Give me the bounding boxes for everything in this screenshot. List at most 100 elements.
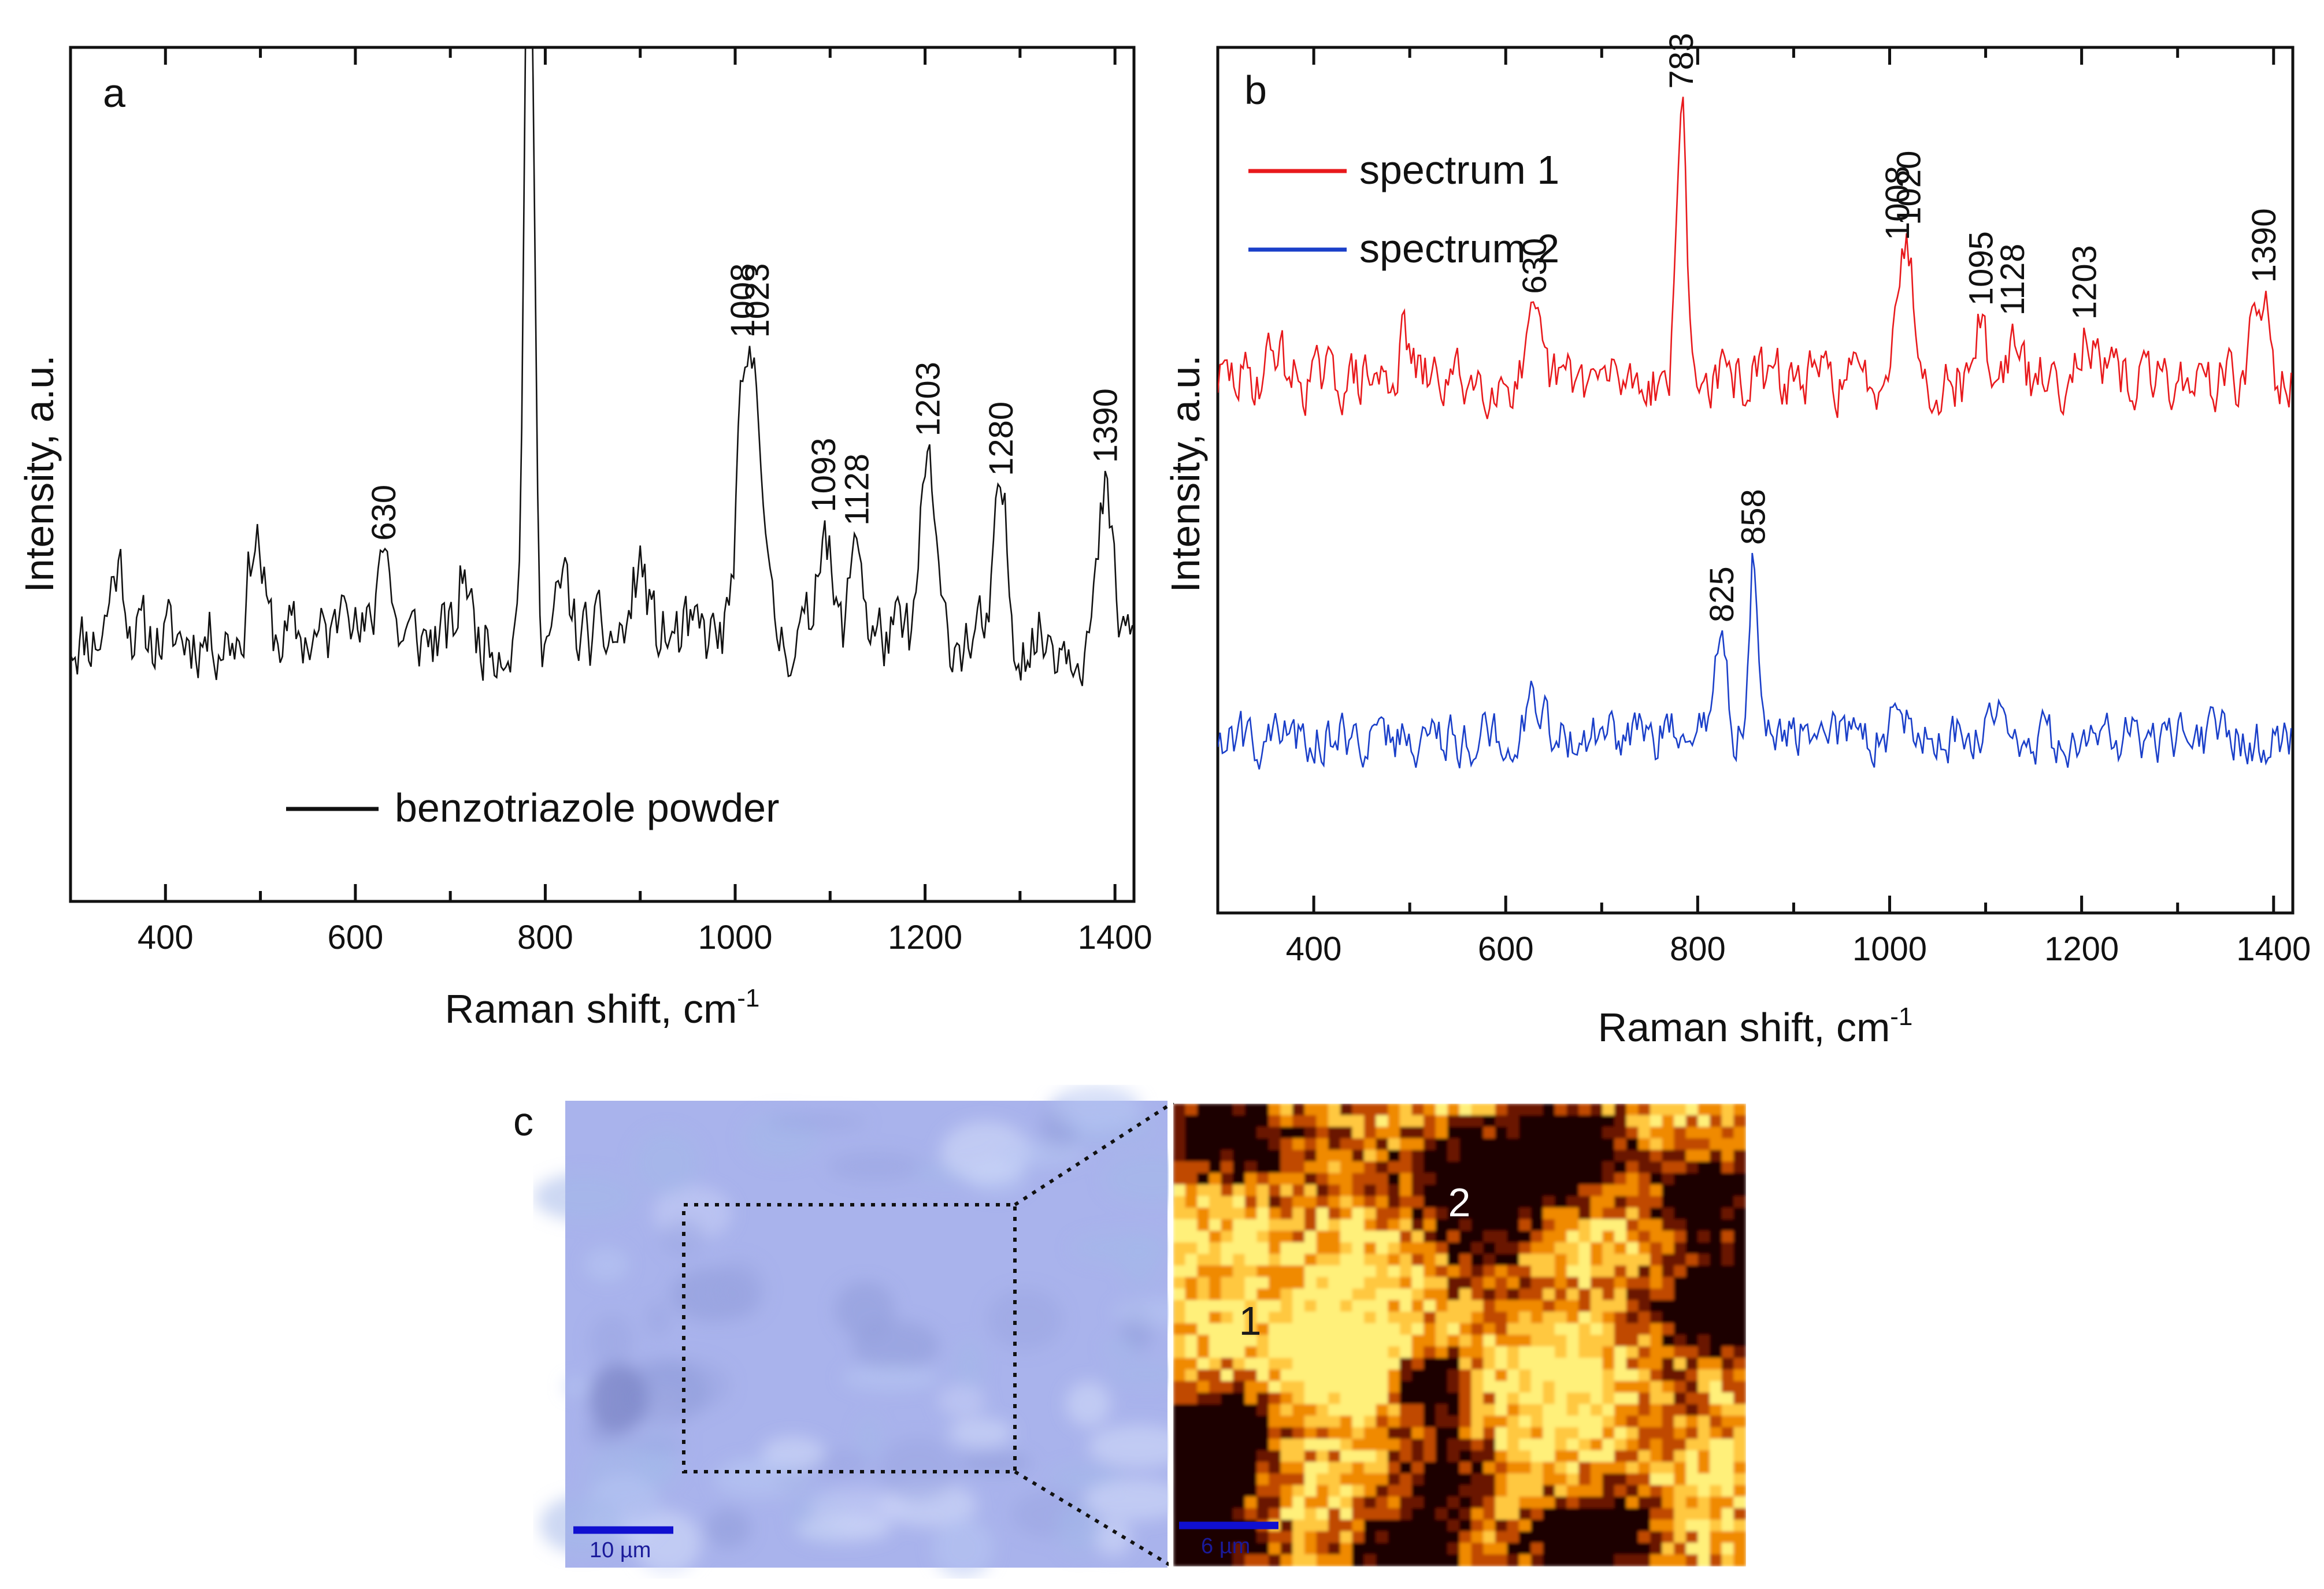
map-pixel bbox=[1471, 1312, 1484, 1324]
map-pixel bbox=[1292, 1473, 1305, 1486]
map-pixel bbox=[1364, 1161, 1377, 1174]
map-pixel bbox=[1578, 1520, 1591, 1532]
map-pixel bbox=[1555, 1497, 1567, 1509]
map-pixel bbox=[1495, 1265, 1508, 1278]
map-pixel bbox=[1685, 1508, 1699, 1520]
map-pixel bbox=[1614, 1150, 1627, 1162]
map-pixel bbox=[1173, 1115, 1186, 1127]
map-pixel bbox=[1304, 1104, 1317, 1116]
map-pixel bbox=[1269, 1404, 1281, 1416]
map-pixel bbox=[1650, 1531, 1663, 1543]
map-pixel bbox=[1197, 1369, 1210, 1382]
map-pixel bbox=[1471, 1485, 1484, 1497]
map-pixel bbox=[1316, 1508, 1329, 1520]
map-pixel bbox=[1697, 1231, 1711, 1243]
map-pixel bbox=[1519, 1416, 1532, 1428]
peak-label: 858 bbox=[1735, 489, 1773, 545]
map-pixel bbox=[1411, 1323, 1425, 1335]
map-pixel bbox=[1662, 1404, 1675, 1416]
map-pixel bbox=[1471, 1161, 1484, 1174]
map-pixel bbox=[1507, 1312, 1520, 1324]
map-pixel bbox=[1221, 1138, 1234, 1150]
map-pixel bbox=[1566, 1323, 1580, 1335]
panel-a-x-ticks bbox=[69, 47, 1117, 901]
map-pixel bbox=[1292, 1497, 1305, 1509]
map-pixel bbox=[1399, 1346, 1413, 1358]
map-pixel bbox=[1316, 1300, 1329, 1312]
map-pixel bbox=[1399, 1427, 1413, 1439]
map-pixel bbox=[1447, 1208, 1460, 1220]
map-pixel bbox=[1197, 1554, 1210, 1566]
map-pixel bbox=[1495, 1323, 1508, 1335]
map-pixel bbox=[1411, 1254, 1425, 1266]
map-pixel bbox=[1447, 1531, 1460, 1543]
map-pixel bbox=[1638, 1208, 1651, 1220]
map-pixel bbox=[1650, 1104, 1663, 1116]
map-pixel bbox=[1388, 1520, 1400, 1532]
map-pixel bbox=[1555, 1427, 1567, 1439]
map-pixel bbox=[1269, 1242, 1281, 1254]
raman-map: 2 1 6 µm bbox=[1169, 1101, 1746, 1568]
x-tick-label: 1000 bbox=[698, 919, 772, 956]
map-pixel bbox=[1328, 1485, 1341, 1497]
map-pixel bbox=[1471, 1254, 1484, 1266]
map-pixel bbox=[1697, 1439, 1711, 1451]
map-pixel bbox=[1197, 1242, 1210, 1254]
map-pixel bbox=[1256, 1173, 1269, 1185]
map-pixel bbox=[1244, 1485, 1258, 1497]
map-pixel bbox=[1244, 1531, 1258, 1543]
map-pixel bbox=[1578, 1323, 1591, 1335]
map-pixel bbox=[1614, 1173, 1627, 1185]
map-pixel bbox=[1304, 1115, 1317, 1127]
map-pixel bbox=[1626, 1381, 1639, 1393]
map-pixel bbox=[1543, 1497, 1555, 1509]
map-pixel bbox=[1424, 1104, 1436, 1116]
map-pixel bbox=[1376, 1104, 1389, 1116]
map-pixel bbox=[1221, 1219, 1234, 1231]
map-pixel bbox=[1685, 1265, 1699, 1278]
map-pixel bbox=[1376, 1369, 1389, 1382]
map-pixel bbox=[1173, 1219, 1186, 1231]
map-pixel bbox=[1352, 1196, 1365, 1208]
map-pixel bbox=[1638, 1369, 1651, 1382]
map-pixel bbox=[1650, 1138, 1663, 1150]
map-pixel bbox=[1721, 1150, 1734, 1162]
map-pixel bbox=[1530, 1265, 1544, 1278]
map-pixel bbox=[1602, 1346, 1615, 1358]
map-pixel bbox=[1638, 1462, 1651, 1474]
map-pixel bbox=[1221, 1173, 1234, 1185]
map-pixel bbox=[1269, 1115, 1281, 1127]
map-pixel bbox=[1495, 1543, 1508, 1555]
map-pixel bbox=[1614, 1369, 1627, 1382]
map-pixel bbox=[1185, 1543, 1198, 1555]
map-pixel bbox=[1185, 1265, 1198, 1278]
map-pixel bbox=[1507, 1346, 1520, 1358]
map-pixel bbox=[1459, 1404, 1472, 1416]
map-pixel bbox=[1602, 1439, 1615, 1451]
map-pixel bbox=[1602, 1185, 1615, 1197]
map-pixel bbox=[1530, 1150, 1544, 1162]
map-pixel bbox=[1244, 1543, 1258, 1555]
map-pixel bbox=[1495, 1485, 1508, 1497]
map-pixel bbox=[1185, 1485, 1198, 1497]
map-pixel bbox=[1376, 1335, 1389, 1347]
map-pixel bbox=[1555, 1462, 1567, 1474]
map-pixel bbox=[1292, 1265, 1305, 1278]
map-pixel bbox=[1209, 1554, 1222, 1566]
x-tick-label: 400 bbox=[1286, 930, 1342, 968]
map-pixel bbox=[1614, 1358, 1627, 1370]
map-pixel bbox=[1280, 1323, 1293, 1335]
map-pixel bbox=[1710, 1289, 1722, 1301]
map-pixel bbox=[1364, 1497, 1377, 1509]
optical-texture-blob bbox=[1094, 1519, 1132, 1556]
map-pixel bbox=[1280, 1543, 1293, 1555]
map-pixel bbox=[1411, 1231, 1425, 1243]
map-pixel bbox=[1471, 1127, 1484, 1139]
map-pixel bbox=[1352, 1115, 1365, 1127]
map-pixel bbox=[1435, 1277, 1448, 1289]
map-pixel bbox=[1435, 1138, 1448, 1150]
map-pixel bbox=[1602, 1543, 1615, 1555]
map-pixel bbox=[1626, 1242, 1639, 1254]
map-pixel bbox=[1256, 1219, 1269, 1231]
map-pixel bbox=[1459, 1393, 1472, 1405]
